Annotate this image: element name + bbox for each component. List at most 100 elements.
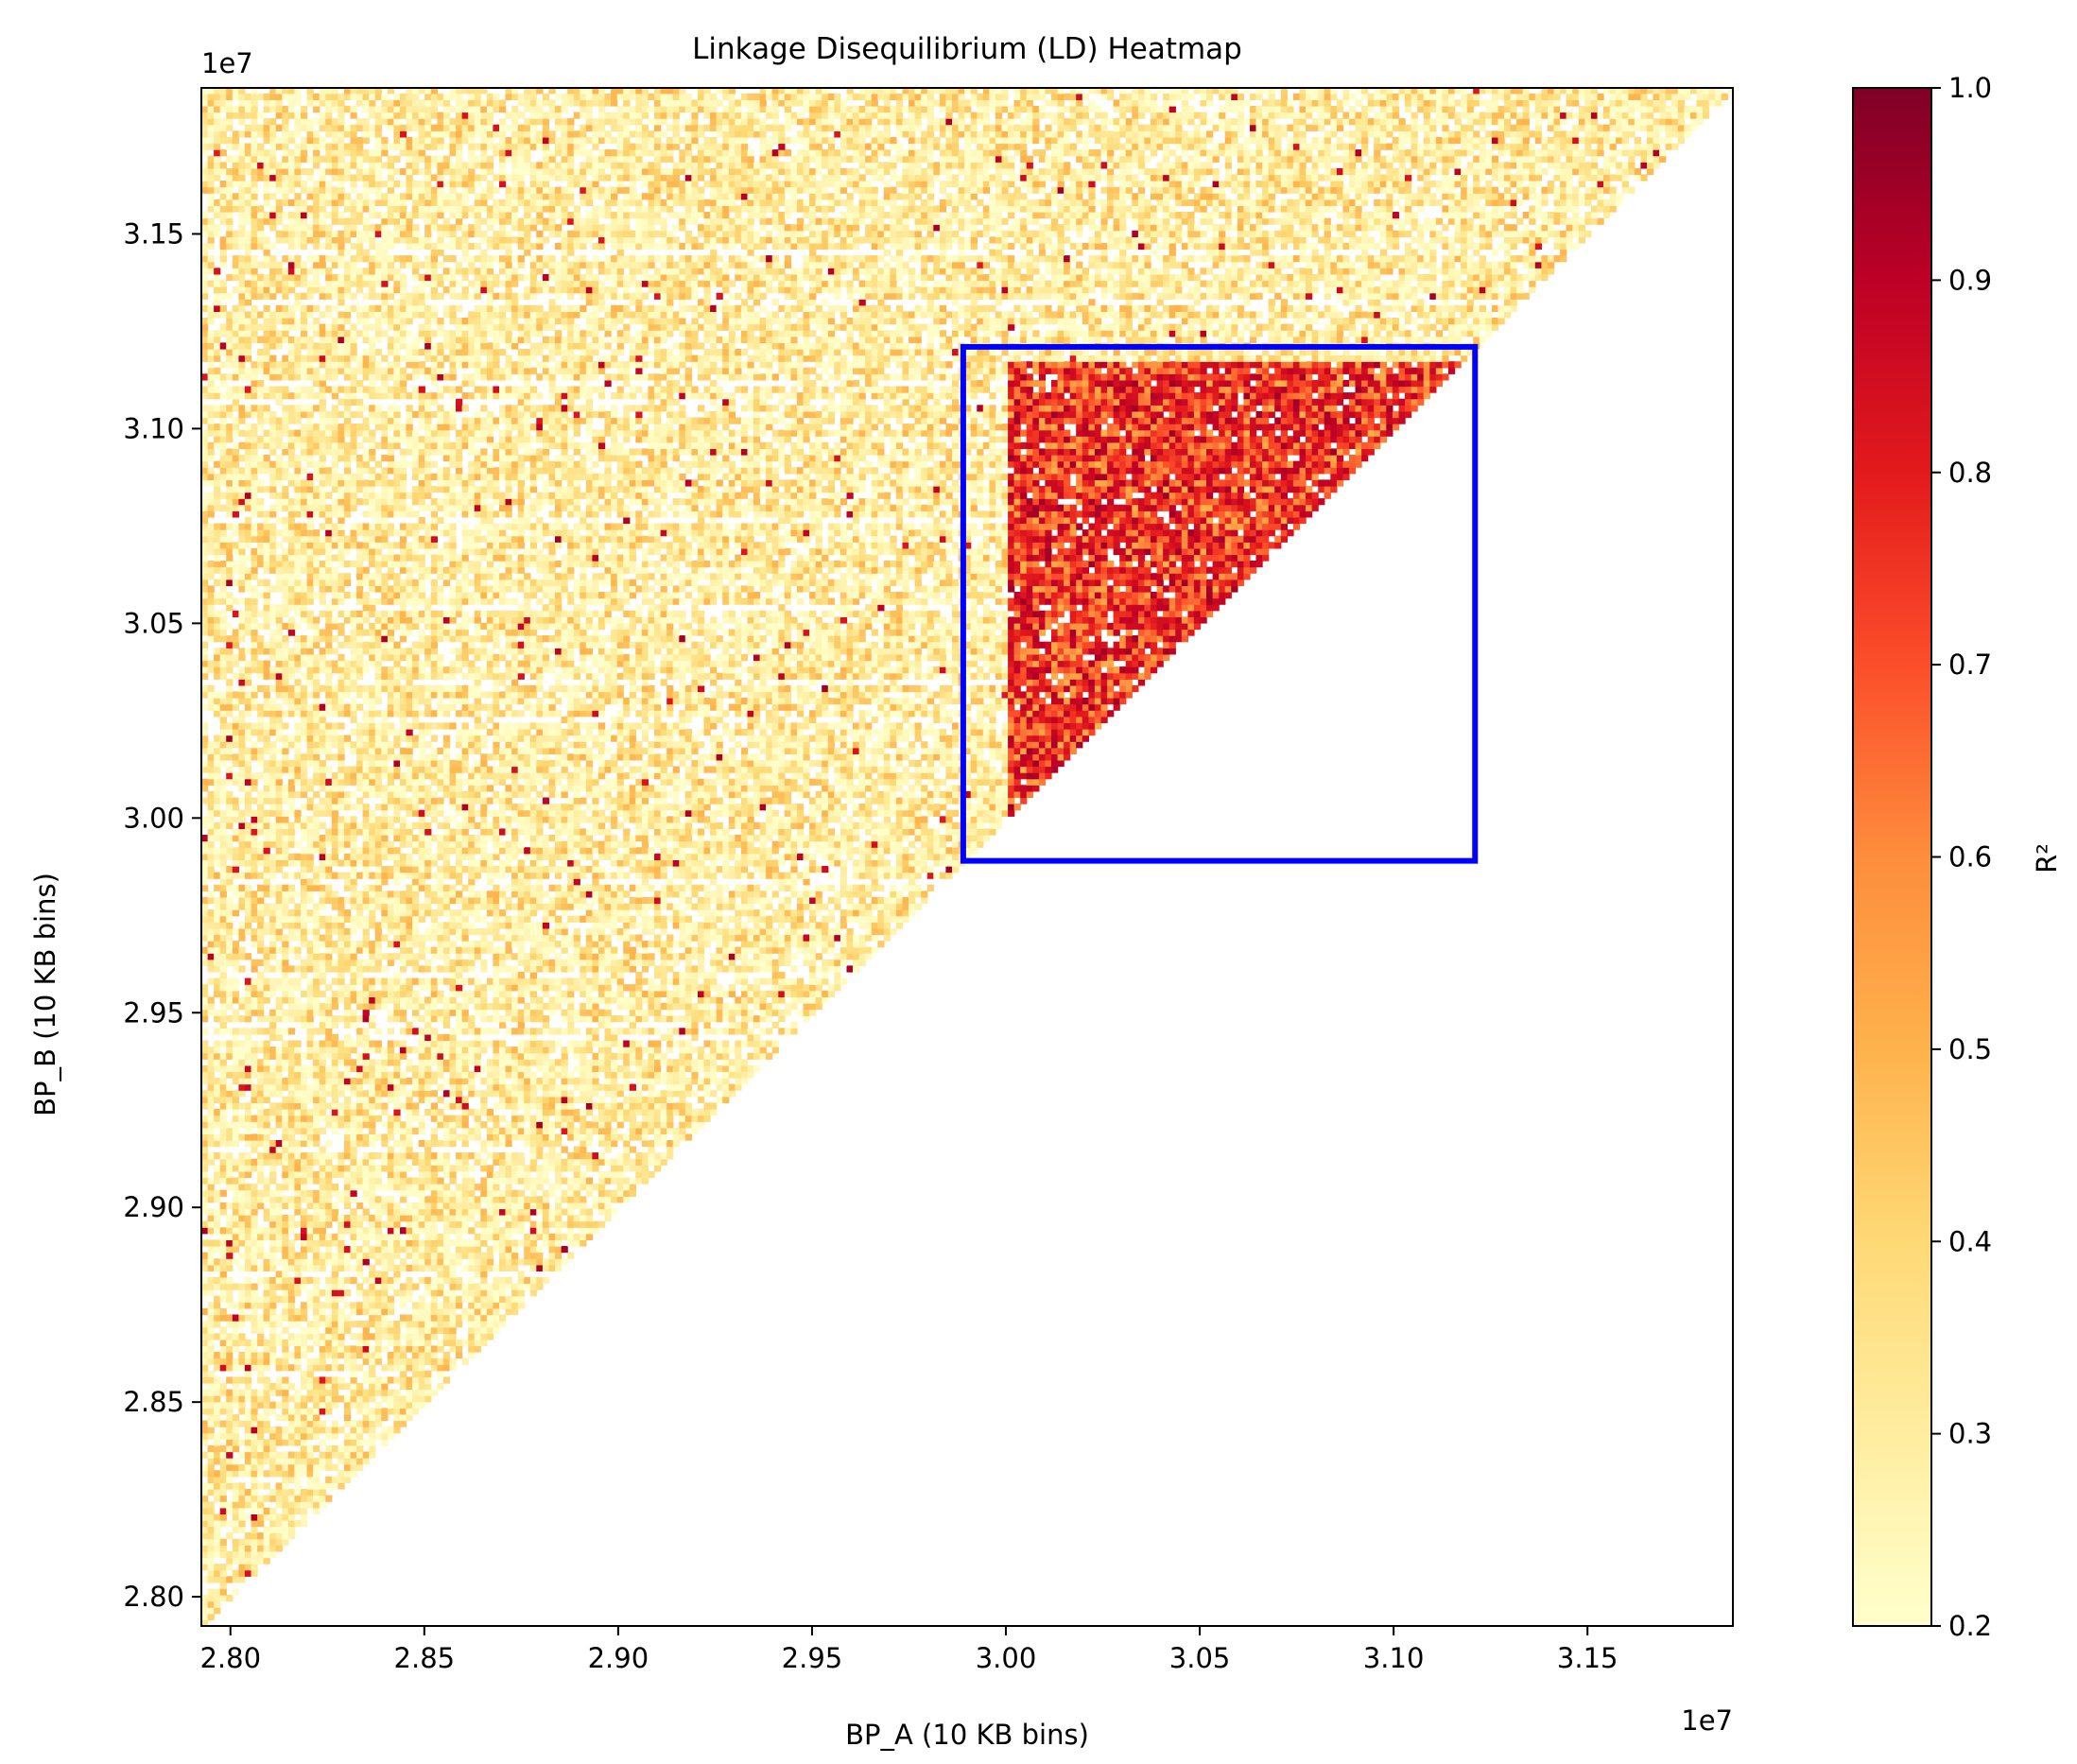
heatmap-cell bbox=[320, 1196, 326, 1202]
heatmap-cell bbox=[338, 1239, 344, 1246]
heatmap-cell bbox=[269, 1551, 276, 1558]
heatmap-cell bbox=[251, 1296, 258, 1303]
heatmap-cell bbox=[388, 1395, 394, 1402]
heatmap-cell bbox=[356, 1178, 363, 1185]
heatmap-cell bbox=[431, 1215, 438, 1221]
heatmap-cell bbox=[264, 1383, 270, 1390]
heatmap-cell bbox=[809, 978, 816, 985]
heatmap-cell bbox=[456, 1041, 462, 1047]
heatmap-cell bbox=[704, 1028, 711, 1034]
heatmap-cell bbox=[338, 1364, 344, 1371]
heatmap-cell bbox=[710, 1010, 717, 1016]
heatmap-cell bbox=[475, 1321, 481, 1327]
heatmap-cell bbox=[351, 1427, 357, 1433]
heatmap-cell bbox=[828, 960, 835, 966]
heatmap-cell bbox=[214, 1390, 220, 1396]
heatmap-cell bbox=[214, 935, 220, 942]
heatmap-cell bbox=[623, 1109, 630, 1115]
heatmap-cell bbox=[233, 991, 239, 997]
heatmap-cell bbox=[642, 1140, 649, 1147]
heatmap-cell bbox=[307, 1159, 314, 1166]
heatmap-cell bbox=[499, 965, 506, 972]
heatmap-cell bbox=[574, 960, 580, 966]
heatmap-cell bbox=[220, 935, 227, 942]
heatmap-cell bbox=[344, 1190, 351, 1197]
heatmap-cell bbox=[450, 960, 457, 966]
heatmap-cell bbox=[233, 1414, 239, 1421]
heatmap-cell bbox=[635, 953, 642, 960]
heatmap-cell bbox=[245, 1239, 251, 1246]
heatmap-cell bbox=[685, 1090, 692, 1097]
heatmap-cell bbox=[530, 991, 537, 997]
heatmap-cell bbox=[351, 928, 357, 935]
heatmap-cell bbox=[363, 1289, 370, 1296]
heatmap-cell bbox=[487, 1072, 493, 1079]
heatmap-cell bbox=[673, 996, 680, 1003]
heatmap-cell bbox=[208, 965, 215, 972]
heatmap-cell bbox=[419, 1208, 425, 1215]
heatmap-cell bbox=[238, 1520, 245, 1527]
heatmap-cell bbox=[245, 1414, 251, 1421]
heatmap-cell bbox=[214, 1439, 220, 1445]
heatmap-cell bbox=[649, 1109, 655, 1115]
heatmap-cell bbox=[307, 965, 314, 972]
heatmap-cell bbox=[524, 1010, 530, 1016]
heatmap-cell bbox=[214, 1496, 220, 1502]
heatmap-cell bbox=[294, 1128, 301, 1134]
heatmap-cell bbox=[419, 1078, 425, 1084]
heatmap-cell bbox=[363, 947, 370, 954]
heatmap-cell bbox=[462, 1284, 469, 1290]
heatmap-cell bbox=[208, 960, 215, 966]
heatmap-cell bbox=[654, 1015, 661, 1022]
heatmap-cell bbox=[437, 1010, 443, 1016]
heatmap-cell bbox=[555, 1239, 562, 1246]
heatmap-cell bbox=[424, 1345, 431, 1352]
heatmap-cell bbox=[536, 941, 543, 947]
heatmap-cell bbox=[772, 978, 779, 985]
heatmap-cell bbox=[649, 941, 655, 947]
heatmap-cell bbox=[419, 1258, 425, 1265]
heatmap-cell bbox=[294, 1010, 301, 1016]
heatmap-cell bbox=[257, 960, 264, 966]
heatmap-cell bbox=[685, 928, 692, 935]
heatmap-cell bbox=[407, 1115, 413, 1122]
heatmap-cell bbox=[555, 978, 562, 985]
heatmap-cell bbox=[400, 1015, 407, 1022]
heatmap-cell bbox=[562, 1090, 568, 1097]
heatmap-cell bbox=[605, 978, 612, 985]
heatmap-cell bbox=[772, 996, 779, 1003]
heatmap-cell bbox=[468, 1246, 475, 1253]
heatmap-cell bbox=[524, 1239, 530, 1246]
heatmap-cell bbox=[369, 1289, 375, 1296]
heatmap-cell bbox=[375, 1221, 382, 1228]
heatmap-cell bbox=[251, 1558, 258, 1565]
heatmap-cell bbox=[412, 1227, 419, 1234]
heatmap-cell bbox=[437, 1258, 443, 1265]
heatmap-cell bbox=[407, 1090, 413, 1097]
heatmap-cell bbox=[201, 1595, 208, 1601]
heatmap-cell bbox=[778, 1015, 785, 1022]
heatmap-cell bbox=[356, 1234, 363, 1240]
heatmap-cell bbox=[400, 1046, 407, 1053]
heatmap-cell bbox=[251, 1452, 258, 1459]
heatmap-cell bbox=[338, 1383, 344, 1390]
heatmap-cell bbox=[617, 1171, 624, 1178]
heatmap-cell bbox=[499, 978, 506, 985]
heatmap-cell bbox=[859, 941, 866, 947]
heatmap-cell bbox=[778, 984, 785, 991]
heatmap-cell bbox=[351, 1439, 357, 1445]
heatmap-cell bbox=[307, 1097, 314, 1103]
heatmap-cell bbox=[375, 1097, 382, 1103]
heatmap-cell bbox=[245, 1445, 251, 1452]
heatmap-cell bbox=[238, 1053, 245, 1060]
heatmap-cell bbox=[666, 1078, 673, 1084]
heatmap-cell bbox=[208, 1601, 215, 1608]
heatmap-cell bbox=[524, 991, 530, 997]
heatmap-cell bbox=[233, 1034, 239, 1041]
heatmap-cell bbox=[443, 1352, 450, 1358]
heatmap-cell bbox=[766, 1028, 772, 1034]
heatmap-cell bbox=[338, 1284, 344, 1290]
heatmap-cell bbox=[462, 1165, 469, 1171]
heatmap-cell bbox=[518, 996, 525, 1003]
heatmap-cell bbox=[264, 984, 270, 991]
